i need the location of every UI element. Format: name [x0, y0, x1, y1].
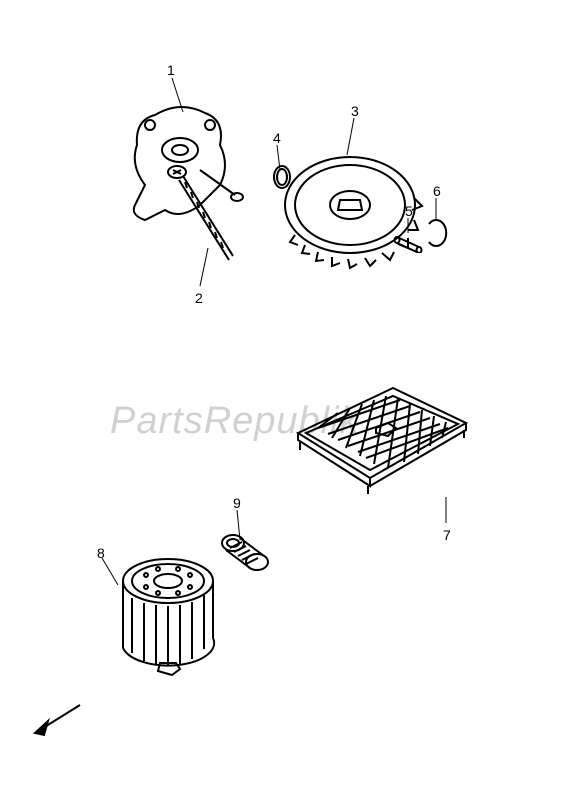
callout-2: 2: [195, 290, 203, 306]
callout-9: 9: [233, 495, 241, 511]
callout-7: 7: [443, 527, 451, 543]
callout-3: 3: [351, 103, 359, 119]
callout-1: 1: [167, 62, 175, 78]
callout-5: 5: [405, 203, 413, 219]
parts-diagram-canvas: PartsRepublik: [0, 0, 567, 800]
callout-8: 8: [97, 545, 105, 561]
callout-4: 4: [273, 130, 281, 146]
leader-lines: [0, 0, 567, 800]
callout-6: 6: [433, 183, 441, 199]
